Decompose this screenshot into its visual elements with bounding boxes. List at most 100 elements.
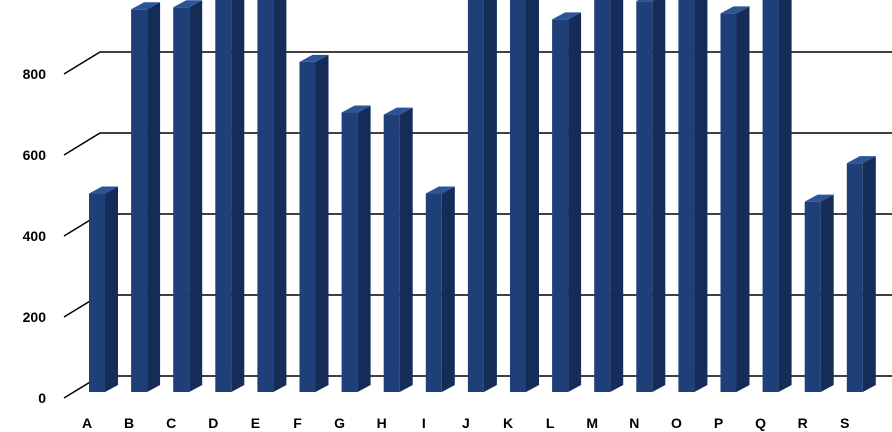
bar-side [610,0,624,392]
bar-side [105,186,118,392]
x-axis-tick-labels: A B C D E F G H I J K L M N O P Q R S [82,415,850,431]
bar-side [652,0,666,392]
x-tick-label: G [334,415,345,431]
bar-side [862,156,876,392]
bar-Q [762,0,792,392]
bar-top [846,156,876,164]
bar-side [820,194,834,392]
bar-front [594,0,611,393]
x-tick-label: E [251,415,260,431]
bar-front [215,0,232,392]
bar-C [173,0,203,392]
bar-M [594,0,624,393]
x-tick-label: Q [755,415,766,431]
bar-front [257,0,274,392]
x-tick-label: M [586,415,598,431]
y-tick-label: 0 [38,390,46,406]
bar-K [510,0,539,392]
x-tick-label: L [546,415,555,431]
bar-front [678,0,695,392]
bar-front [467,0,484,392]
x-tick-label: O [671,415,682,431]
bar-side [189,0,203,392]
bar-top [173,0,203,8]
bar-side [441,186,455,392]
bar-J [467,0,497,392]
y-tick-label: 200 [23,309,47,325]
bar-front [425,193,442,392]
bar-front [89,193,105,392]
bar-front [636,1,653,393]
bar-side [273,0,287,392]
bar-top [636,0,655,2]
bar-B [131,2,161,393]
bar-side [231,0,245,392]
bar-E [257,0,287,392]
bar-D [215,0,245,392]
bar-front [846,163,863,392]
bar-R [804,194,834,392]
y-tick-label: 600 [23,147,47,163]
bar-front [299,61,316,393]
bar-top [131,2,161,10]
x-tick-label: F [293,415,302,431]
bar-top [804,194,834,202]
bar-N [636,0,666,393]
x-tick-label: S [840,415,849,431]
x-tick-label: C [166,415,176,431]
y-tick-label: 800 [23,66,47,82]
x-tick-label: K [503,415,513,431]
bar-F [299,54,329,393]
bar-side [147,2,161,393]
bars [89,0,876,393]
x-tick-label: R [798,415,808,431]
bar-side [694,0,708,392]
bar-L [552,12,582,393]
x-tick-label: J [462,415,470,431]
bar-front [173,7,190,392]
bar-side [526,0,539,392]
bar-H [383,107,413,392]
y-tick-label: 1.000 [11,0,46,1]
bar-front [720,13,737,392]
x-tick-label: A [82,415,92,431]
bar-side [357,105,371,393]
bar-front [762,0,779,392]
x-tick-label: I [422,415,426,431]
bar-top [383,107,413,115]
bar-front [510,0,526,392]
bar-P [720,6,750,392]
bar-top [720,6,750,14]
x-tick-label: H [377,415,387,431]
x-tick-label: D [208,415,218,431]
bar-top [341,105,371,113]
y-axis-tick-labels: 02004006008001.0001.2001.4001.6001.800 [11,0,46,406]
bar-front [341,112,358,393]
bar-top [299,54,329,62]
bar-top [89,186,118,194]
x-tick-label: N [629,415,639,431]
bar-O [678,0,708,392]
bar-side [315,54,329,393]
bar-side [483,0,497,392]
bar-I [425,186,455,392]
bar-front [383,114,400,392]
bar-front [804,201,821,392]
bar-top [425,186,455,194]
bar-side [568,12,582,393]
bar-S [846,156,876,392]
x-tick-label: P [714,415,723,431]
bar-front [552,19,569,393]
gridline [63,51,892,75]
bar-side [736,6,750,392]
x-tick-label: B [124,415,134,431]
bar-side [778,0,792,392]
bar-top [552,12,582,20]
bar-front [131,9,148,393]
bar-A [89,186,118,392]
bar-side [399,107,413,392]
bar-G [341,105,371,393]
y-tick-label: 400 [23,228,47,244]
gridline [63,132,892,156]
